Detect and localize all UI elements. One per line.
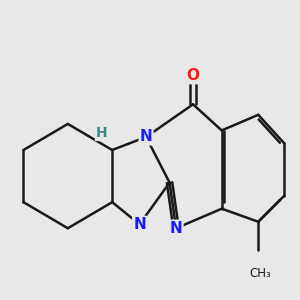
Text: H: H <box>96 126 108 140</box>
Text: N: N <box>170 221 182 236</box>
Text: N: N <box>140 130 152 145</box>
Text: CH₃: CH₃ <box>249 267 271 280</box>
Text: N: N <box>133 217 146 232</box>
Text: O: O <box>187 68 200 83</box>
